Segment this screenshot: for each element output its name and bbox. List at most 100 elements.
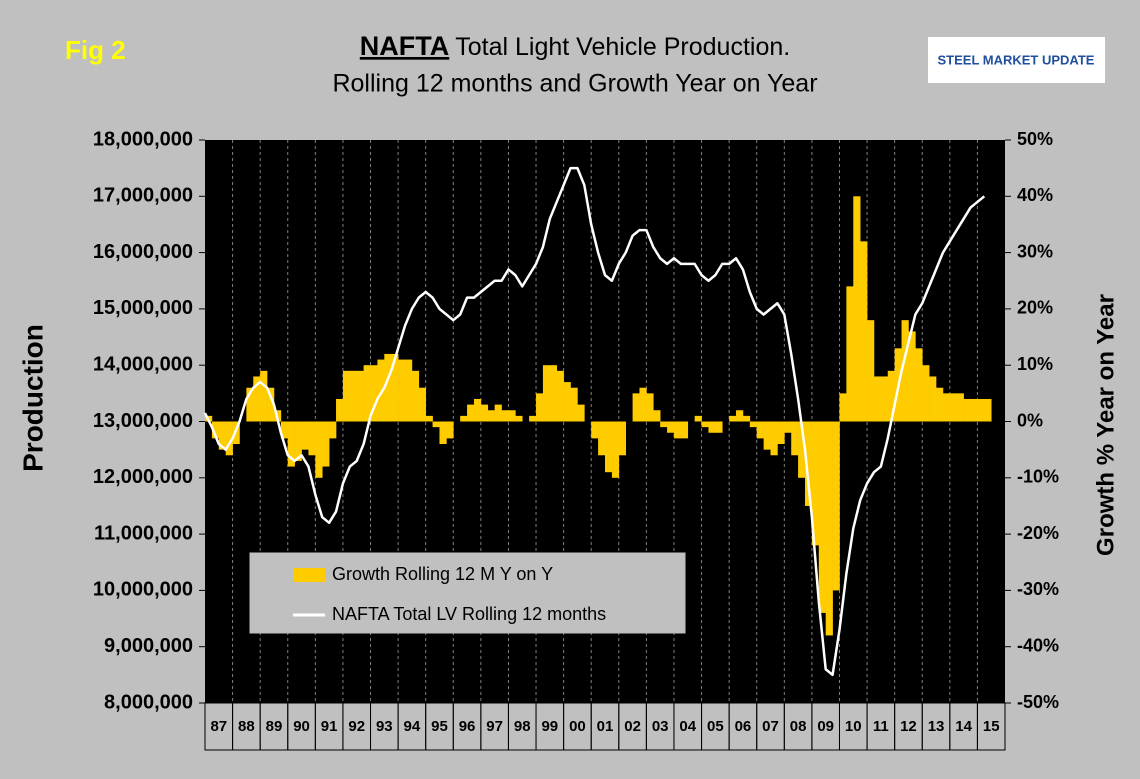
x-tick-label: 04 xyxy=(679,718,696,735)
y-tick-label: 17,000,000 xyxy=(93,185,193,207)
y2-tick-label: 0% xyxy=(1017,410,1043,430)
x-tick-label: 10 xyxy=(845,718,862,735)
bar xyxy=(529,415,537,422)
bar xyxy=(556,370,564,422)
x-tick-label: 88 xyxy=(238,718,255,735)
bar xyxy=(653,410,661,422)
bar xyxy=(425,415,433,422)
bar xyxy=(680,421,689,439)
bar xyxy=(605,421,613,473)
legend-label: NAFTA Total LV Rolling 12 months xyxy=(332,604,606,624)
bar xyxy=(570,387,578,422)
bar xyxy=(460,415,468,422)
y2-tick-label: -30% xyxy=(1017,579,1059,599)
y2-tick-label: 30% xyxy=(1017,241,1053,261)
bar xyxy=(363,365,371,422)
x-tick-label: 06 xyxy=(735,718,752,735)
x-tick-label: 93 xyxy=(376,718,393,735)
bar xyxy=(818,421,826,613)
bar xyxy=(301,421,309,450)
bar xyxy=(253,376,261,422)
bar xyxy=(611,421,620,478)
bar xyxy=(667,421,675,433)
x-label-cell xyxy=(976,702,1006,751)
bar xyxy=(729,415,737,422)
bar xyxy=(287,421,295,467)
y2-tick-label: 20% xyxy=(1017,298,1053,318)
bar xyxy=(294,421,302,461)
x-tick-label: 97 xyxy=(486,718,503,735)
bar xyxy=(839,393,847,422)
bar xyxy=(929,376,937,422)
x-tick-label: 13 xyxy=(928,718,945,735)
y-tick-label: 10,000,000 xyxy=(93,579,193,601)
bar xyxy=(701,421,709,428)
x-tick-label: 15 xyxy=(983,718,1000,735)
bar xyxy=(811,421,820,546)
bar xyxy=(508,410,516,422)
bar xyxy=(901,320,909,422)
bar xyxy=(632,393,640,422)
bar xyxy=(784,421,792,433)
bar xyxy=(267,387,275,422)
bar xyxy=(832,421,840,591)
bar xyxy=(563,382,571,422)
bar xyxy=(411,370,420,422)
bar xyxy=(432,421,440,428)
bar xyxy=(770,421,778,456)
y2-tick-label: -10% xyxy=(1017,467,1059,487)
x-tick-label: 98 xyxy=(514,718,531,735)
y2-tick-label: -40% xyxy=(1017,635,1059,655)
bar xyxy=(922,365,930,422)
x-tick-label: 07 xyxy=(762,718,779,735)
x-tick-label: 08 xyxy=(790,718,807,735)
y2-tick-label: -50% xyxy=(1017,692,1059,712)
bar xyxy=(439,421,447,445)
bar xyxy=(536,393,544,422)
bar xyxy=(867,320,875,422)
bar xyxy=(873,376,882,422)
x-tick-label: 00 xyxy=(569,718,586,735)
bar xyxy=(777,421,785,445)
bar xyxy=(798,421,806,478)
bar xyxy=(694,415,702,422)
bar xyxy=(211,421,220,439)
bar xyxy=(377,359,385,422)
bar xyxy=(908,331,916,422)
x-tick-label: 89 xyxy=(266,718,283,735)
bar xyxy=(308,421,316,456)
y-tick-label: 8,000,000 xyxy=(104,691,193,713)
y-axis-title: Production xyxy=(17,324,48,472)
x-tick-label: 99 xyxy=(541,718,558,735)
bar xyxy=(246,387,254,422)
bar xyxy=(742,415,751,422)
y2-tick-label: -20% xyxy=(1017,523,1059,543)
y-tick-label: 12,000,000 xyxy=(93,466,193,488)
bar xyxy=(336,398,344,422)
bar xyxy=(846,286,854,422)
bar xyxy=(542,365,551,422)
bar xyxy=(322,421,330,467)
legend-swatch xyxy=(293,568,325,582)
bar xyxy=(936,387,944,422)
bar xyxy=(880,376,889,422)
bar xyxy=(577,404,585,422)
y-tick-label: 18,000,000 xyxy=(93,128,193,150)
bar xyxy=(515,415,523,422)
y-tick-label: 13,000,000 xyxy=(93,410,193,432)
bar xyxy=(473,398,482,422)
y-tick-label: 16,000,000 xyxy=(93,241,193,263)
logo: STEEL MARKET UPDATE xyxy=(938,52,1095,67)
figure-label: Fig 2 xyxy=(65,35,126,65)
bar xyxy=(418,387,426,422)
bar xyxy=(825,421,833,636)
bar xyxy=(315,421,323,478)
y2-axis-title: Growth % Year on Year xyxy=(1092,294,1119,556)
x-tick-label: 90 xyxy=(293,718,310,735)
bar xyxy=(970,398,978,422)
bar xyxy=(763,421,771,450)
bar xyxy=(805,421,813,506)
bar xyxy=(646,393,654,422)
logo-box xyxy=(928,37,1105,83)
title-emphasis: NAFTA xyxy=(360,31,449,61)
